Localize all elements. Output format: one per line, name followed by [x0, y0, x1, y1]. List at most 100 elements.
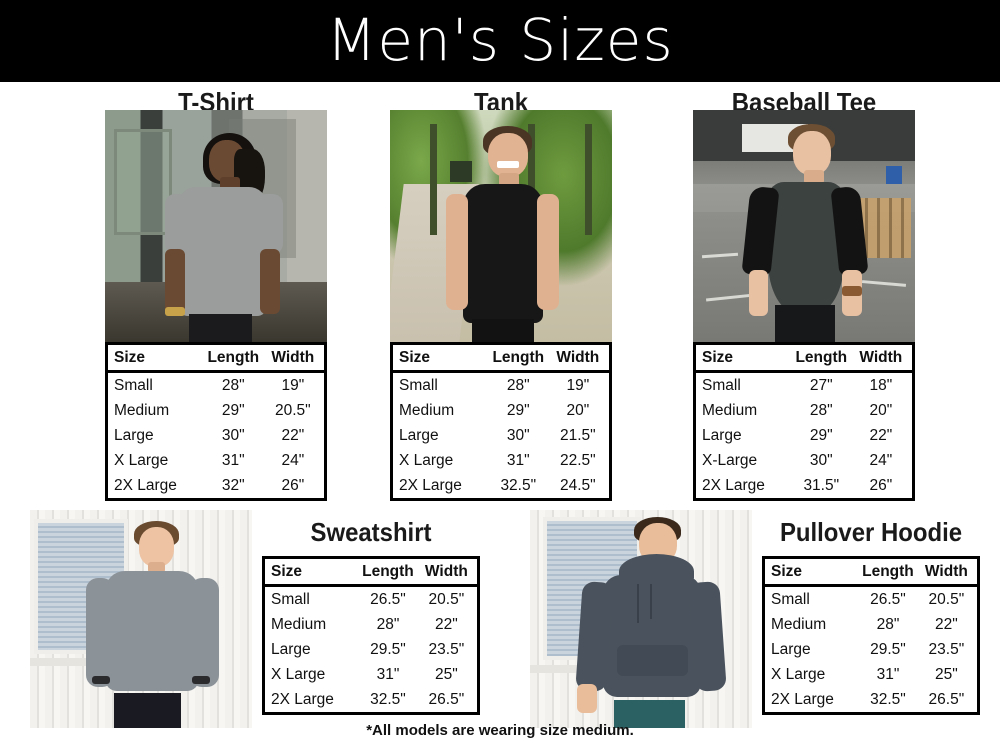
table-row: Small 26.5" 20.5" [765, 586, 977, 613]
table-row: Medium 28" 22" [765, 612, 977, 637]
cell-width: 22" [435, 616, 458, 633]
product-photo-baseball-tee [693, 110, 915, 342]
cell-length: 27" [809, 377, 833, 394]
cell-size: Medium [399, 402, 455, 419]
table-row: Large 30" 21.5" [393, 423, 609, 448]
cell-length: 29" [221, 402, 245, 419]
cell-size: X Large [271, 666, 326, 683]
cell-length: 30" [506, 427, 530, 444]
column-header-width: Width [419, 559, 477, 587]
cell-width: 22" [935, 616, 958, 633]
cell-width: 20" [869, 402, 893, 419]
cell-size: 2X Large [399, 477, 462, 494]
table-row: X-Large 30" 24" [696, 448, 912, 473]
cell-length: 32" [221, 477, 245, 494]
cell-size: 2X Large [771, 691, 834, 708]
cell-width: 24" [281, 452, 305, 469]
table-row: X Large 31" 24" [108, 448, 324, 473]
cell-size: Small [702, 377, 741, 394]
cell-length: 28" [506, 377, 530, 394]
cell-length: 28" [376, 616, 400, 633]
product-title-sweatshirt: Sweatshirt [310, 517, 432, 547]
cell-length: 29" [809, 427, 833, 444]
table-row: 2X Large 32.5" 26.5" [265, 687, 477, 712]
cell-size: X Large [399, 452, 454, 469]
table-header-row: Size Length Width [265, 559, 477, 587]
cell-size: Medium [702, 402, 758, 419]
column-header-length: Length [856, 559, 920, 587]
cell-size: Small [771, 591, 810, 608]
table-header-row: Size Length Width [696, 345, 912, 373]
table-row: Medium 28" 20" [696, 398, 912, 423]
cell-size: Small [271, 591, 310, 608]
cell-width: 22" [869, 427, 893, 444]
cell-length: 30" [809, 452, 833, 469]
column-header-size: Size [393, 345, 486, 373]
column-header-length: Length [788, 345, 854, 373]
cell-length: 29" [506, 402, 530, 419]
cell-width: 24.5" [560, 477, 596, 494]
cell-size: Large [702, 427, 742, 444]
column-header-length: Length [356, 559, 420, 587]
column-header-width: Width [853, 345, 912, 373]
page-title: Men's Sizes [326, 6, 674, 74]
cell-length: 32.5" [500, 477, 537, 494]
header-band: Men's Sizes [0, 0, 1000, 82]
cell-size: Small [399, 377, 438, 394]
cell-width: 20.5" [428, 591, 465, 608]
cell-size: Small [114, 377, 153, 394]
table-header-row: Size Length Width [765, 559, 977, 587]
cell-width: 26.5" [428, 691, 465, 708]
cell-length: 32.5" [370, 691, 406, 708]
table-row: Small 28" 19" [393, 372, 609, 399]
cell-length: 29.5" [870, 641, 906, 658]
cell-size: Large [271, 641, 311, 658]
cell-size: X-Large [702, 452, 758, 469]
table-header-row: Size Length Width [108, 345, 324, 373]
column-header-size: Size [765, 559, 857, 587]
table-row: 2X Large 32" 26" [108, 473, 324, 498]
cell-width: 23.5" [928, 641, 965, 658]
cell-width: 26.5" [928, 691, 965, 708]
product-photo-tank [390, 110, 612, 342]
cell-length: 28" [876, 616, 900, 633]
cell-width: 22.5" [560, 452, 596, 469]
cell-width: 20.5" [928, 591, 965, 608]
size-table-tank: Size Length Width Small 28" 19" Medium 2… [390, 342, 612, 501]
cell-size: Large [114, 427, 154, 444]
cell-size: Large [771, 641, 811, 658]
product-photo-sweatshirt [30, 510, 252, 728]
cell-length: 30" [221, 427, 245, 444]
cell-width: 19" [281, 377, 305, 394]
table-row: Small 26.5" 20.5" [265, 586, 477, 613]
size-table-pullover-hoodie: Size Length Width Small 26.5" 20.5" Medi… [762, 556, 980, 715]
table-row: Small 27" 18" [696, 372, 912, 399]
cell-width: 24" [869, 452, 893, 469]
footnote: *All models are wearing size medium. [366, 722, 634, 739]
column-header-width: Width [550, 345, 609, 373]
cell-length: 28" [221, 377, 245, 394]
table-row: Large 29.5" 23.5" [765, 637, 977, 662]
cell-width: 20" [566, 402, 590, 419]
cell-size: X Large [771, 666, 826, 683]
table-row: Large 29" 22" [696, 423, 912, 448]
cell-width: 18" [869, 377, 893, 394]
cell-size: Large [399, 427, 439, 444]
cell-width: 26" [869, 477, 893, 494]
table-row: Medium 28" 22" [265, 612, 477, 637]
cell-width: 25" [435, 666, 458, 683]
cell-length: 31.5" [803, 477, 840, 494]
table-row: X Large 31" 25" [265, 662, 477, 687]
cell-length: 31" [506, 452, 530, 469]
column-header-size: Size [108, 345, 201, 373]
cell-length: 31" [376, 666, 400, 683]
table-row: Large 30" 22" [108, 423, 324, 448]
cell-size: X Large [114, 452, 169, 469]
cell-size: Medium [771, 616, 827, 633]
cell-width: 21.5" [560, 427, 596, 444]
product-photo-pullover-hoodie [530, 510, 752, 728]
cell-length: 26.5" [870, 591, 906, 608]
cell-length: 26.5" [370, 591, 406, 608]
table-row: Medium 29" 20.5" [108, 398, 324, 423]
